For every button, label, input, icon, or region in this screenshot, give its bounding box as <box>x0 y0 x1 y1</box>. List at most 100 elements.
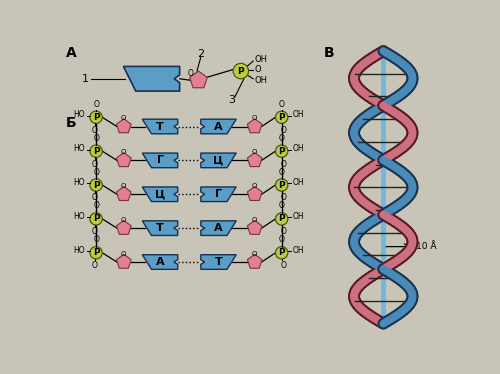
Text: 1: 1 <box>82 74 89 84</box>
Polygon shape <box>201 119 236 134</box>
Polygon shape <box>142 119 178 134</box>
Text: O: O <box>121 183 126 189</box>
Text: O: O <box>252 149 258 155</box>
Polygon shape <box>190 71 208 88</box>
Text: O: O <box>252 217 258 223</box>
Text: O: O <box>252 115 258 121</box>
Circle shape <box>90 111 102 123</box>
Text: P: P <box>278 214 285 223</box>
Polygon shape <box>116 187 131 200</box>
Circle shape <box>233 63 248 79</box>
Text: O: O <box>278 100 284 109</box>
Text: 3: 3 <box>228 95 235 105</box>
Text: 2: 2 <box>197 49 204 59</box>
Text: O: O <box>92 227 98 236</box>
Text: P: P <box>278 248 285 257</box>
Polygon shape <box>248 220 262 234</box>
Circle shape <box>90 145 102 157</box>
Circle shape <box>90 213 102 225</box>
Text: OH: OH <box>254 55 268 64</box>
Polygon shape <box>142 221 178 236</box>
Text: P: P <box>93 113 100 122</box>
Circle shape <box>276 111 288 123</box>
Polygon shape <box>142 255 178 269</box>
Text: O: O <box>278 202 284 211</box>
Text: Т: Т <box>156 122 164 132</box>
Text: А: А <box>66 46 77 61</box>
Text: Т: Т <box>214 257 222 267</box>
Text: O: O <box>252 251 258 257</box>
Text: HO: HO <box>74 246 86 255</box>
Text: O: O <box>121 251 126 257</box>
Text: P: P <box>93 147 100 156</box>
Text: O: O <box>121 217 126 223</box>
Text: P: P <box>93 248 100 257</box>
Polygon shape <box>201 187 236 202</box>
Text: HO: HO <box>74 144 86 153</box>
Text: O: O <box>92 160 98 169</box>
Text: O: O <box>121 115 126 121</box>
Text: Т: Т <box>156 223 164 233</box>
Text: O: O <box>121 149 126 155</box>
Polygon shape <box>201 255 236 269</box>
Circle shape <box>276 145 288 157</box>
Text: Г: Г <box>215 189 222 199</box>
Circle shape <box>276 179 288 191</box>
Text: O: O <box>92 193 98 202</box>
Text: O: O <box>188 69 194 78</box>
Text: OH: OH <box>292 178 304 187</box>
Circle shape <box>276 246 288 259</box>
Text: P: P <box>93 214 100 223</box>
Circle shape <box>276 213 288 225</box>
Text: OH: OH <box>254 76 268 85</box>
Polygon shape <box>116 153 131 166</box>
Text: P: P <box>278 113 285 122</box>
Polygon shape <box>142 187 178 202</box>
Text: А: А <box>156 257 164 267</box>
Circle shape <box>90 246 102 259</box>
Text: O: O <box>93 235 99 244</box>
Text: А: А <box>214 122 223 132</box>
Text: Г: Г <box>156 155 164 165</box>
Polygon shape <box>124 67 180 91</box>
Polygon shape <box>201 221 236 236</box>
Text: O: O <box>280 160 286 169</box>
Text: В: В <box>324 46 334 61</box>
Text: Ц: Ц <box>214 155 224 165</box>
Text: O: O <box>93 168 99 177</box>
Text: O: O <box>280 193 286 202</box>
Polygon shape <box>116 254 131 268</box>
Text: OH: OH <box>292 246 304 255</box>
Polygon shape <box>201 153 236 168</box>
Text: P: P <box>238 67 244 76</box>
Text: P: P <box>278 181 285 190</box>
Text: OH: OH <box>292 212 304 221</box>
Text: Б: Б <box>66 116 76 130</box>
Polygon shape <box>248 254 262 268</box>
Text: O: O <box>280 126 286 135</box>
Circle shape <box>90 179 102 191</box>
Text: O: O <box>280 227 286 236</box>
Text: O: O <box>254 65 262 74</box>
Polygon shape <box>142 153 178 168</box>
Text: O: O <box>278 134 284 142</box>
Polygon shape <box>248 119 262 133</box>
Polygon shape <box>116 119 131 133</box>
Text: O: O <box>280 261 286 270</box>
Text: 10 Å: 10 Å <box>416 242 437 251</box>
Text: O: O <box>92 261 98 270</box>
Text: OH: OH <box>292 144 304 153</box>
Text: O: O <box>93 202 99 211</box>
Text: HO: HO <box>74 110 86 119</box>
Polygon shape <box>116 220 131 234</box>
Text: O: O <box>278 168 284 177</box>
Text: O: O <box>93 134 99 142</box>
Text: OH: OH <box>292 110 304 119</box>
Polygon shape <box>248 153 262 166</box>
Text: O: O <box>252 183 258 189</box>
Polygon shape <box>248 187 262 200</box>
Text: Ц: Ц <box>155 189 165 199</box>
Text: P: P <box>93 181 100 190</box>
Text: O: O <box>278 235 284 244</box>
Text: O: O <box>92 126 98 135</box>
